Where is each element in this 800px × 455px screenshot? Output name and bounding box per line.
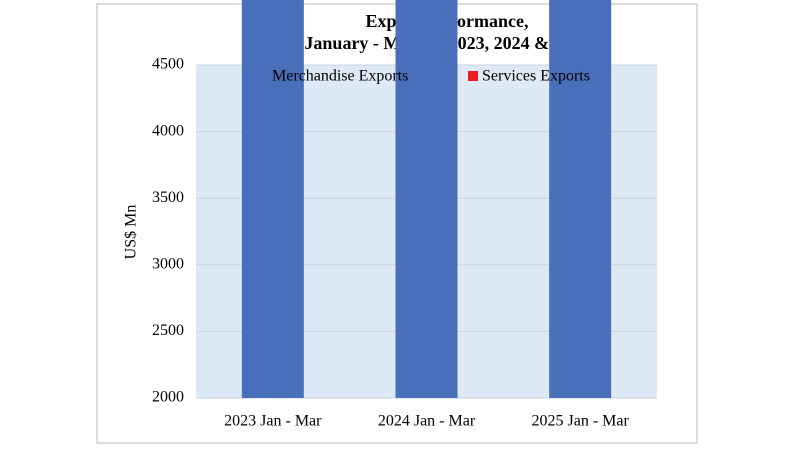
y-axis-label: US$ Mn: [123, 205, 140, 260]
y-tick-label: 2000: [152, 389, 184, 406]
bar-segment: [549, 0, 612, 399]
y-tick-label: 2500: [152, 322, 184, 339]
bar-segment: [241, 0, 304, 398]
x-tick-label: 2025 Jan - Mar: [532, 413, 630, 430]
legend-label: Merchandise Exports: [272, 68, 408, 85]
legend-swatch: [468, 71, 478, 81]
x-tick-label: 2024 Jan - Mar: [378, 413, 476, 430]
y-tick-label: 3000: [152, 255, 184, 272]
bar-segment: [395, 0, 458, 398]
y-tick-label: 4500: [152, 56, 184, 73]
y-tick-label: 3500: [152, 189, 184, 206]
x-tick-label: 2023 Jan - Mar: [224, 413, 322, 430]
y-tick-label: 4000: [152, 122, 184, 139]
legend-swatch: [258, 71, 268, 81]
legend-label: Services Exports: [482, 68, 590, 85]
